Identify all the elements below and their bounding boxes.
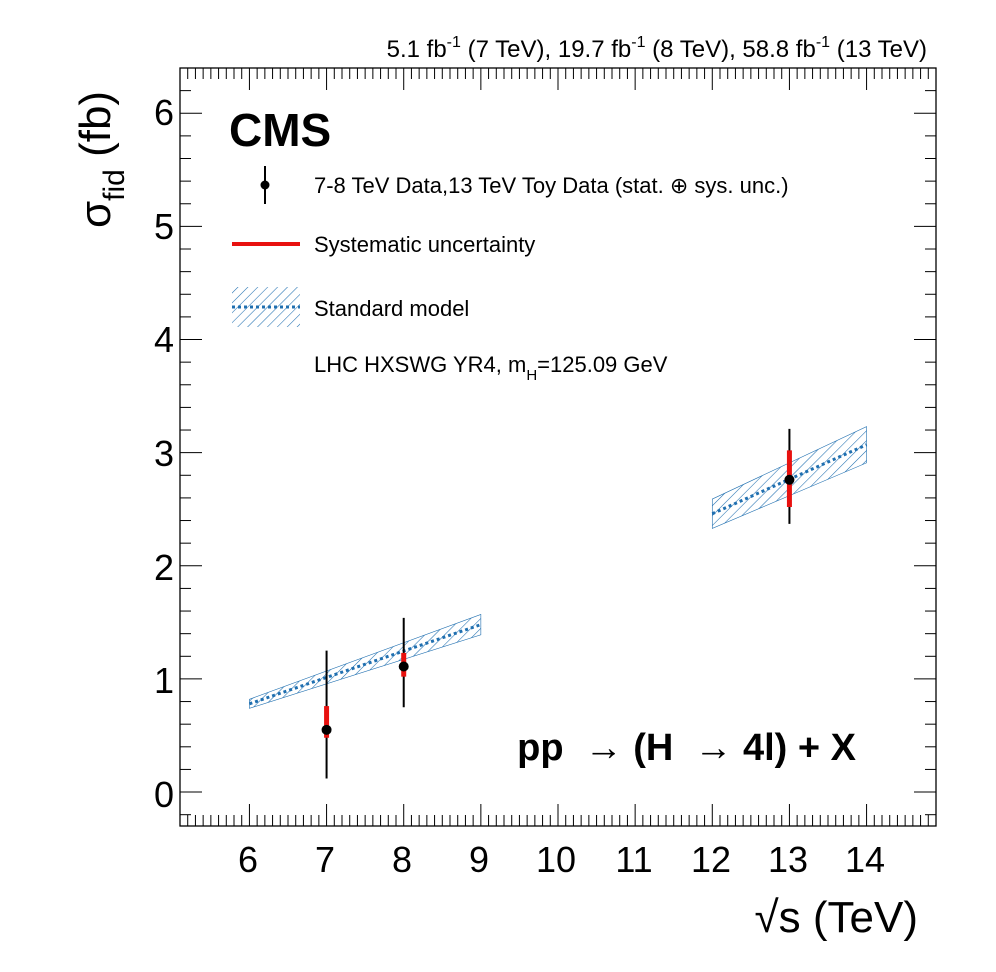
x-tick-label: 14 bbox=[845, 839, 885, 880]
x-tick-label: 6 bbox=[238, 839, 258, 880]
process-label: pp → (H → 4l) + X bbox=[517, 727, 857, 769]
x-tick-label: 9 bbox=[469, 839, 489, 880]
legend-note-sm: LHC HXSWG YR4, mH=125.09 GeV bbox=[314, 352, 668, 384]
legend-label-sm: Standard model bbox=[314, 296, 469, 321]
x-tick-label: 11 bbox=[615, 839, 652, 880]
y-tick-label: 6 bbox=[154, 92, 174, 133]
y-tick-label: 3 bbox=[154, 433, 174, 474]
x-axis-title: √s (TeV) bbox=[754, 893, 918, 942]
y-tick-label: 5 bbox=[154, 206, 174, 247]
y-tick-label: 1 bbox=[154, 660, 174, 701]
y-tick-labels: 0 1 2 3 4 5 6 bbox=[154, 92, 174, 815]
data-point bbox=[784, 474, 795, 485]
data-point bbox=[321, 724, 332, 735]
legend: 7-8 TeV Data,13 TeV Toy Data (stat. ⊕ sy… bbox=[232, 166, 789, 384]
sm-band bbox=[249, 614, 482, 709]
x-tick-label: 13 bbox=[768, 839, 808, 880]
legend-label-syst: Systematic uncertainty bbox=[314, 232, 535, 257]
x-tick-label: 10 bbox=[536, 839, 576, 880]
lumi-label: 5.1 fb-1 (7 TeV), 19.7 fb-1 (8 TeV), 58.… bbox=[387, 34, 927, 63]
data-points bbox=[321, 428, 795, 779]
sm-central-line bbox=[248, 623, 482, 706]
sm-bands bbox=[248, 426, 868, 709]
y-tick-label: 0 bbox=[154, 774, 174, 815]
x-tick-label: 12 bbox=[691, 839, 731, 880]
y-tick-label: 2 bbox=[154, 547, 174, 588]
legend-marker-data bbox=[260, 166, 270, 204]
data-point bbox=[398, 661, 409, 672]
x-tick-label: 7 bbox=[315, 839, 335, 880]
x-tick-label: 8 bbox=[392, 839, 412, 880]
y-tick-label: 4 bbox=[154, 319, 174, 360]
x-tick-labels: 6 7 8 9 10 11 12 13 14 bbox=[238, 839, 885, 880]
legend-marker-sm bbox=[232, 287, 300, 327]
legend-label-data: 7-8 TeV Data,13 TeV Toy Data (stat. ⊕ sy… bbox=[314, 173, 789, 198]
experiment-label: CMS bbox=[229, 104, 331, 156]
axis-ticks bbox=[180, 67, 936, 826]
y-axis-title: σfid (fb) bbox=[71, 91, 131, 228]
